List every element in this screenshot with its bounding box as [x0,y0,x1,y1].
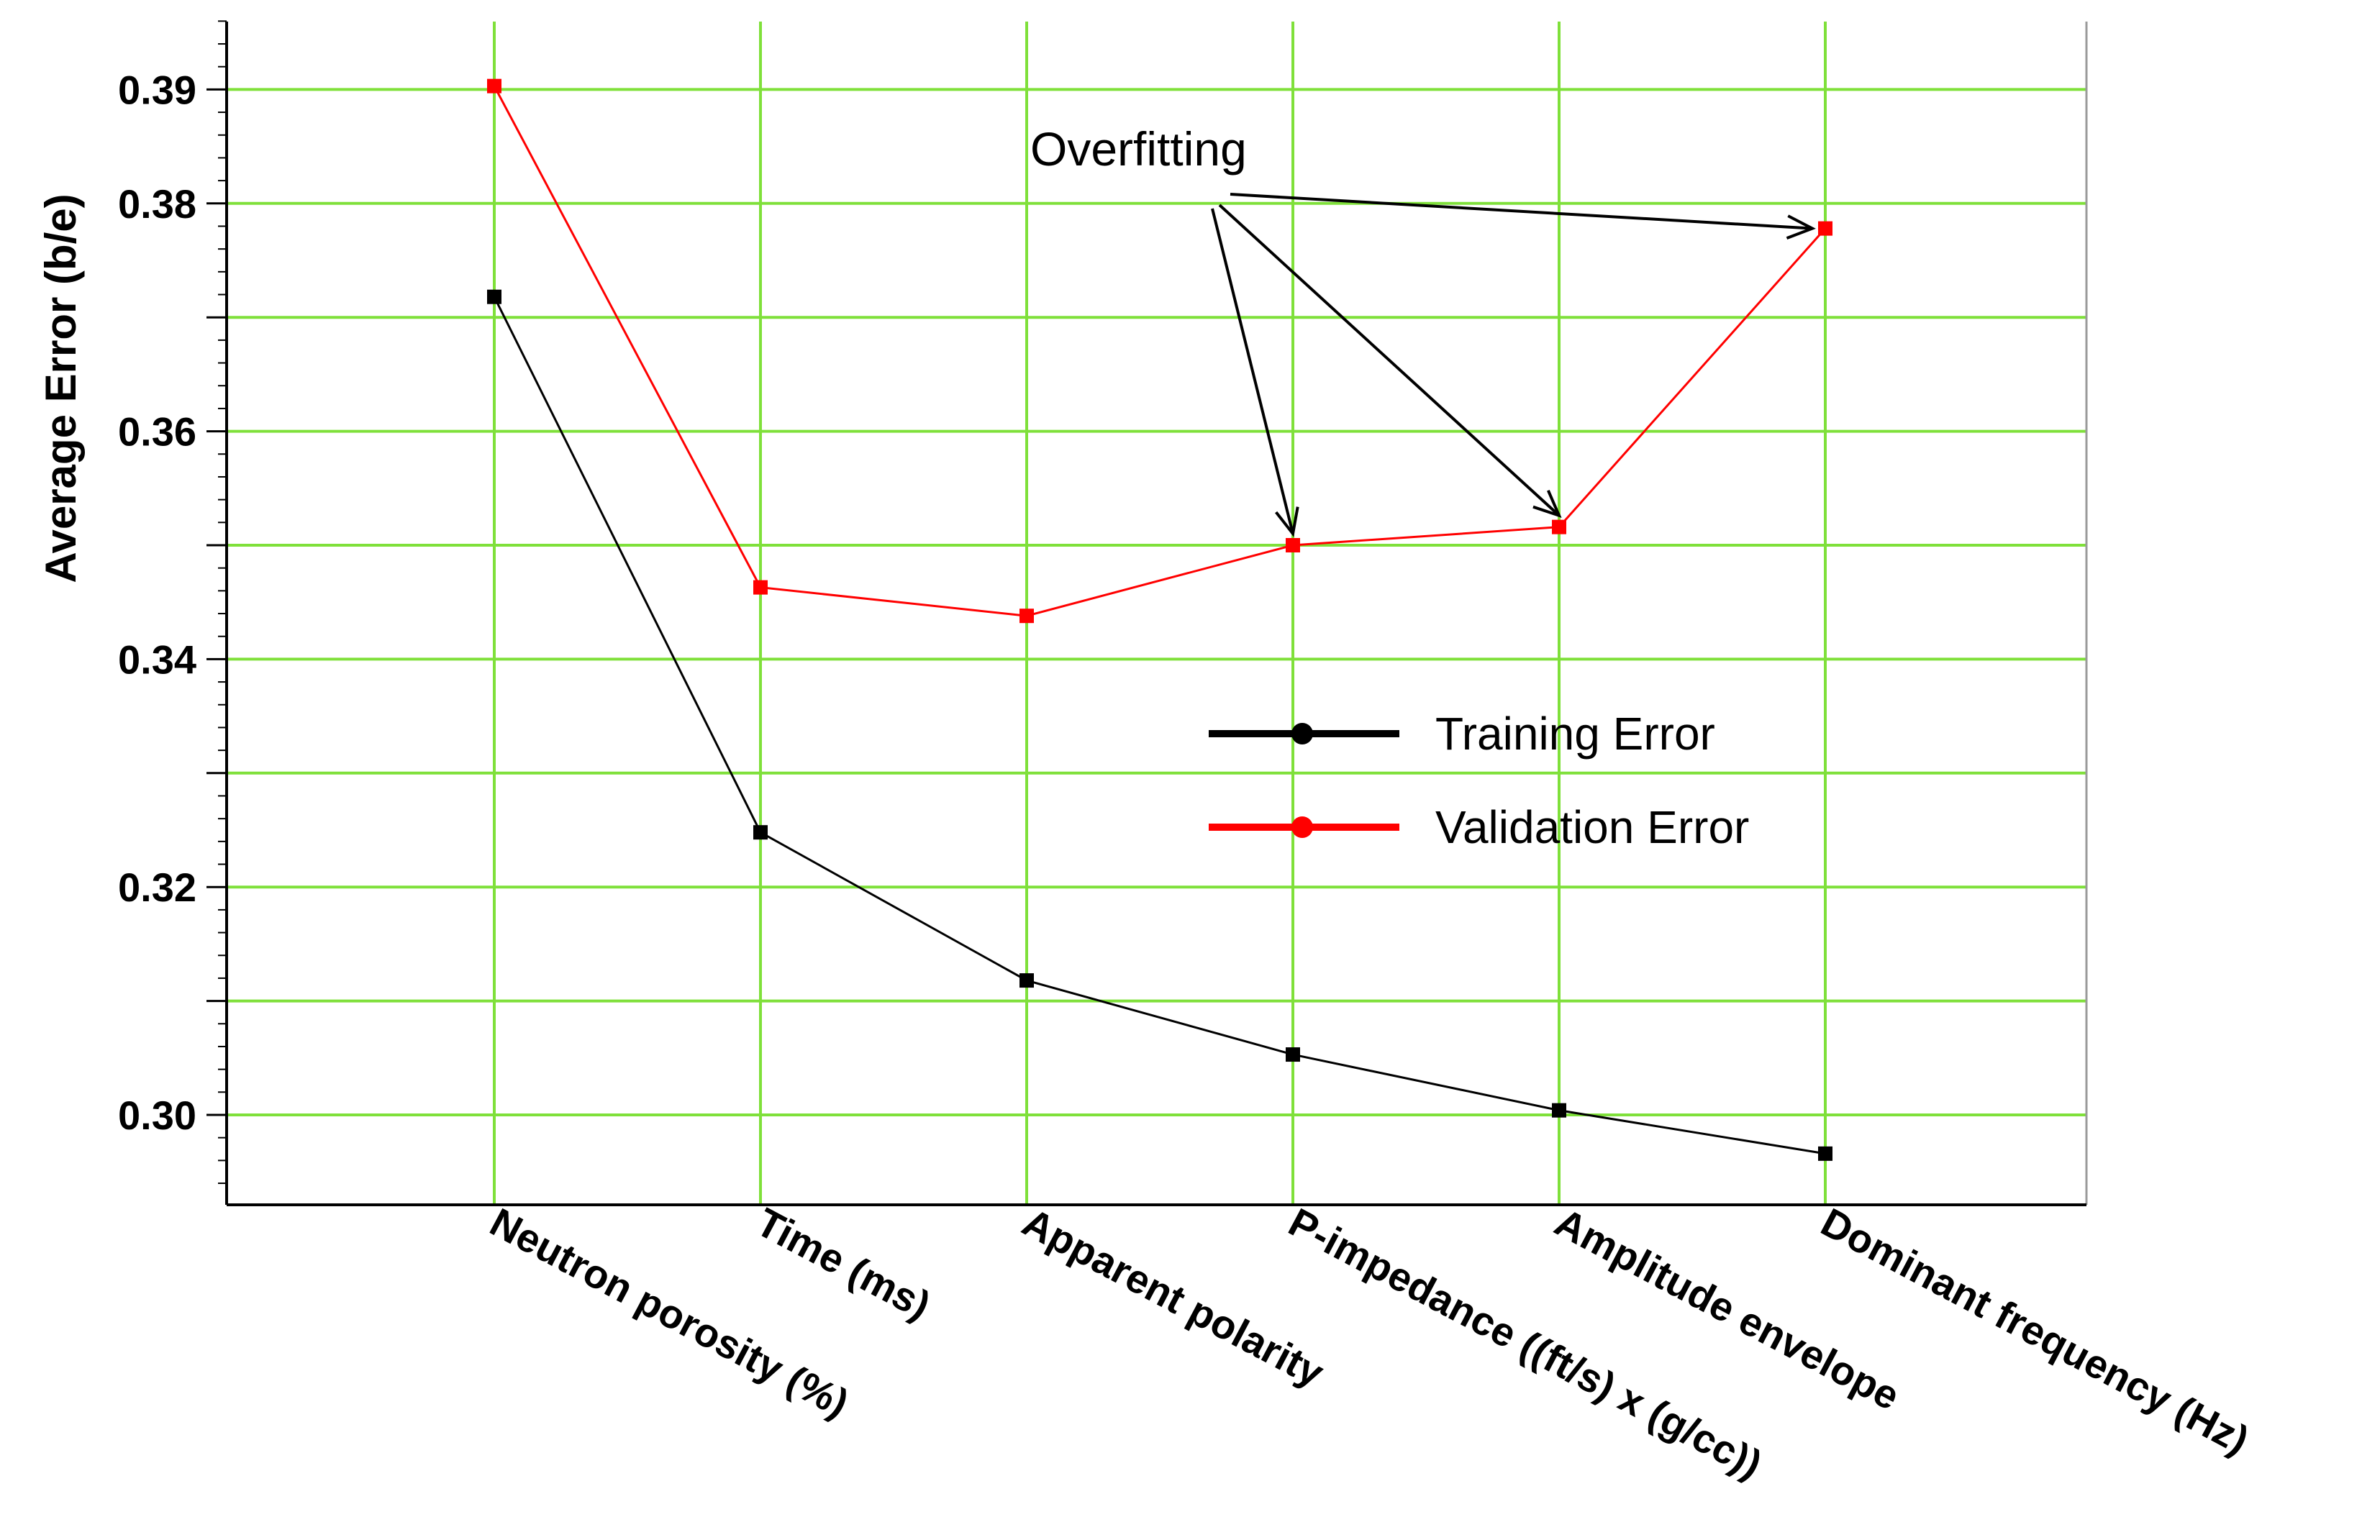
y-tick-label: 0.30 [118,1093,196,1138]
x-category-label: Apparent polarity [1015,1199,1331,1395]
training-error-line [493,296,1826,1155]
x-category-label: P-impedance ((ft/s) x (g/cc)) [1281,1199,1769,1487]
validation-error-point [1552,519,1566,534]
training-error-point [1818,1146,1832,1161]
axes [225,22,2086,1206]
y-tick-label: 0.36 [118,409,196,455]
validation-error-point [753,580,768,595]
legend-label: Validation Error [1435,801,1749,853]
annotation-arrowhead [1532,490,1562,518]
y-tick-label: 0.38 [118,181,196,227]
training-error-point [1286,1047,1300,1062]
overfitting-annotation: Overfitting [1030,122,1816,537]
y-axis-title: Average Error (b/e) [37,193,85,583]
annotation-arrow [1211,208,1294,534]
validation-error-point [1019,609,1034,624]
annotation-text: Overfitting [1030,122,1247,176]
x-category-label: Dominant frequency (Hz) [1814,1199,2256,1463]
annotation-arrow [1230,193,1813,230]
data-series [487,78,1832,1161]
y-tick-label: 0.34 [118,637,196,682]
annotation-arrowhead [1275,506,1299,537]
training-error-point [753,825,768,840]
validation-error-point [1818,221,1832,236]
training-error-point [1019,973,1034,988]
training-error-point [487,289,501,304]
y-axis-ticks [206,20,227,1185]
axis-labels: 0.30 0.32 0.34 0.36 0.38 0.39 Average Error (b… [37,67,2256,1487]
y-tick-label: 0.32 [118,865,196,910]
annotation-arrow [1218,204,1561,517]
legend-swatch-marker [1291,816,1313,838]
validation-error-line [493,85,1827,617]
validation-error-point [487,78,501,94]
legend-label: Training Error [1435,708,1715,760]
training-error-point [1552,1103,1566,1118]
y-tick-label: 0.39 [118,67,196,112]
annotation-arrowhead [1786,214,1816,240]
legend: Training Error Validation Error [1209,708,1749,853]
x-category-label: Time (ms) [749,1199,937,1328]
validation-error-point [1286,538,1300,552]
grid-lines [227,22,2088,1205]
legend-swatch-marker [1291,723,1313,744]
